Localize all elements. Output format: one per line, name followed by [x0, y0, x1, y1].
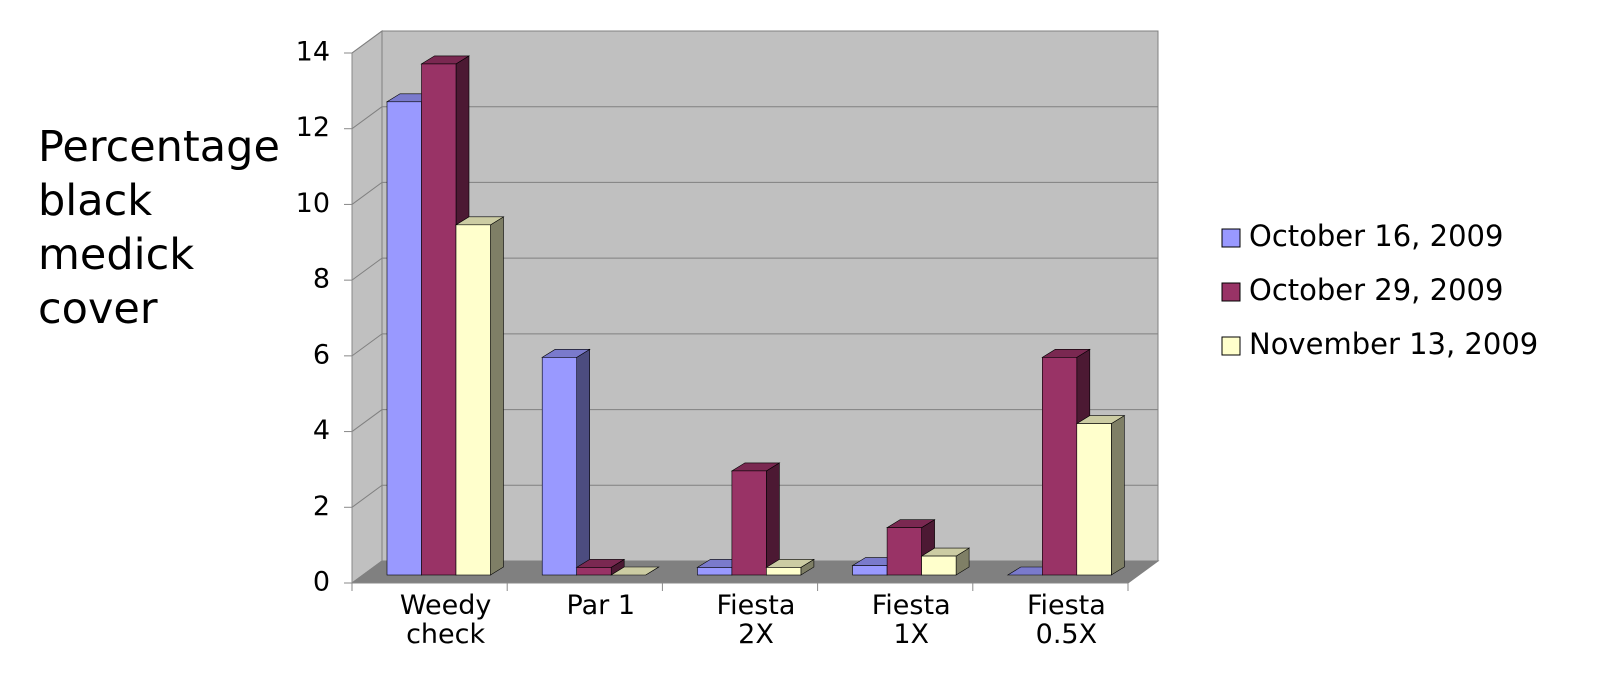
- legend-swatch: [1221, 282, 1241, 302]
- grid-line: [351, 333, 383, 357]
- y-tick-label: 14: [296, 37, 330, 68]
- x-tick-label: Fiesta 2X: [716, 590, 796, 650]
- bar-shade: [766, 559, 814, 568]
- bar-shade: [956, 548, 970, 575]
- y-tick-label: 0: [313, 567, 330, 598]
- grid-line: [351, 257, 383, 281]
- bar-shade: [1076, 415, 1125, 424]
- bar-shade: [731, 462, 780, 471]
- legend-swatch: [1221, 228, 1241, 248]
- y-tick-label: 10: [296, 188, 330, 219]
- bar: [852, 565, 888, 576]
- legend-label: October 16, 2009: [1249, 219, 1503, 253]
- bar: [541, 357, 578, 576]
- bar: [1042, 357, 1078, 576]
- bar-shade: [1111, 415, 1125, 575]
- bar: [766, 567, 802, 576]
- bar-shade: [800, 559, 814, 575]
- legend-label: October 29, 2009: [1249, 273, 1503, 307]
- bar-shade: [576, 349, 590, 575]
- grid-line: [351, 560, 383, 584]
- bar: [386, 101, 422, 576]
- y-tick-label: 6: [313, 339, 330, 370]
- grid-line: [351, 106, 383, 130]
- legend-label: November 13, 2009: [1249, 327, 1538, 361]
- legend-swatch: [1221, 336, 1241, 356]
- bar-top: [610, 566, 660, 576]
- bar-shade: [1042, 349, 1090, 358]
- bar-shade: [611, 567, 659, 575]
- bar-shade: [456, 216, 504, 225]
- x-tick-label: Fiesta 0.5X: [1026, 590, 1106, 650]
- bar-shade: [542, 349, 590, 358]
- bar: [576, 567, 612, 576]
- bar-shade: [611, 559, 625, 575]
- bar: [731, 470, 767, 576]
- bar: [421, 63, 457, 576]
- bar-shade: [490, 216, 504, 576]
- bar: [886, 527, 922, 576]
- bar-shade: [576, 559, 625, 568]
- x-tick-label: Fiesta 1X: [871, 590, 951, 650]
- bar-shade: [887, 519, 935, 528]
- side-wall: [351, 30, 383, 584]
- grid-line: [351, 30, 383, 54]
- y-tick-label: 2: [313, 491, 330, 522]
- bar-shade: [766, 462, 780, 575]
- y-axis-title: Percentage black medick cover: [38, 122, 280, 334]
- y-tick-label: 8: [313, 264, 330, 295]
- x-tick-label: Weedy check: [399, 590, 492, 650]
- grid-line: [351, 484, 383, 508]
- grid-line: [351, 182, 383, 205]
- bar-shade: [421, 55, 469, 64]
- bar: [1076, 423, 1112, 576]
- grid-line: [351, 409, 383, 432]
- bar-shade: [921, 548, 970, 557]
- y-tick-label: 4: [313, 415, 330, 446]
- bar: [697, 567, 733, 576]
- bar: [921, 555, 957, 576]
- x-tick-label: Par 1: [566, 590, 636, 621]
- y-tick-label: 12: [296, 112, 330, 143]
- bar: [455, 224, 491, 576]
